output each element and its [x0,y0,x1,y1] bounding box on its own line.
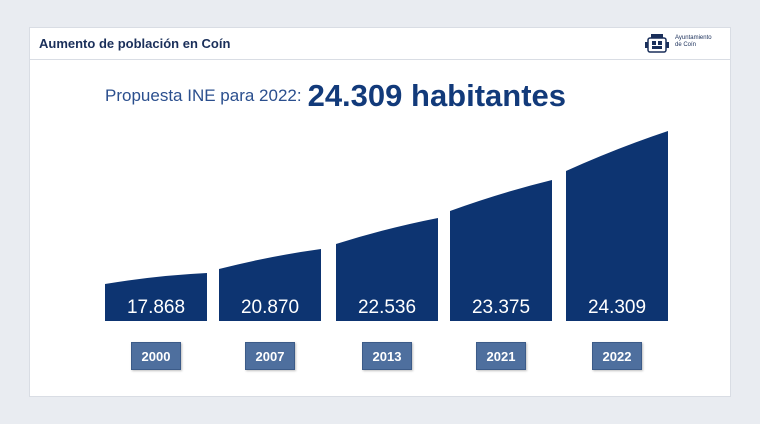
value-label-2007: 20.870 [241,297,299,318]
logo-text-line-1: Ayuntamiento [675,35,712,41]
year-label-2013: 2013 [362,342,412,370]
logo-text-line-2: de Coín [675,42,697,48]
headline-label: Propuesta INE para 2022: [105,86,302,105]
value-label-2000: 17.868 [127,297,185,318]
headline: Propuesta INE para 2022: 24.309 habitante… [105,78,566,114]
headline-value: 24.309 habitantes [307,78,567,113]
year-label-2021: 2021 [476,342,526,370]
population-chart: 17.868 20.870 22.536 23.375 24.309 [105,131,668,321]
logo-text: Ayuntamiento de Coín [675,35,712,49]
city-crest-icon [645,34,669,53]
year-label-2000: 2000 [131,342,181,370]
bar-2013 [336,218,438,321]
year-label-2007: 2007 [245,342,295,370]
bar-2021 [450,180,552,321]
header-bar: Aumento de población en Coín [30,28,730,60]
value-label-2013: 22.536 [358,297,416,318]
year-label-2022: 2022 [592,342,642,370]
slide-card: Aumento de población en Coín Ayuntamient… [29,27,731,397]
value-label-2022: 24.309 [588,297,646,318]
page-title: Aumento de población en Coín [39,36,231,51]
bar-2022 [566,131,668,321]
bar-2000 [105,273,207,321]
bar-2007 [219,249,321,321]
value-label-2021: 23.375 [472,297,530,318]
